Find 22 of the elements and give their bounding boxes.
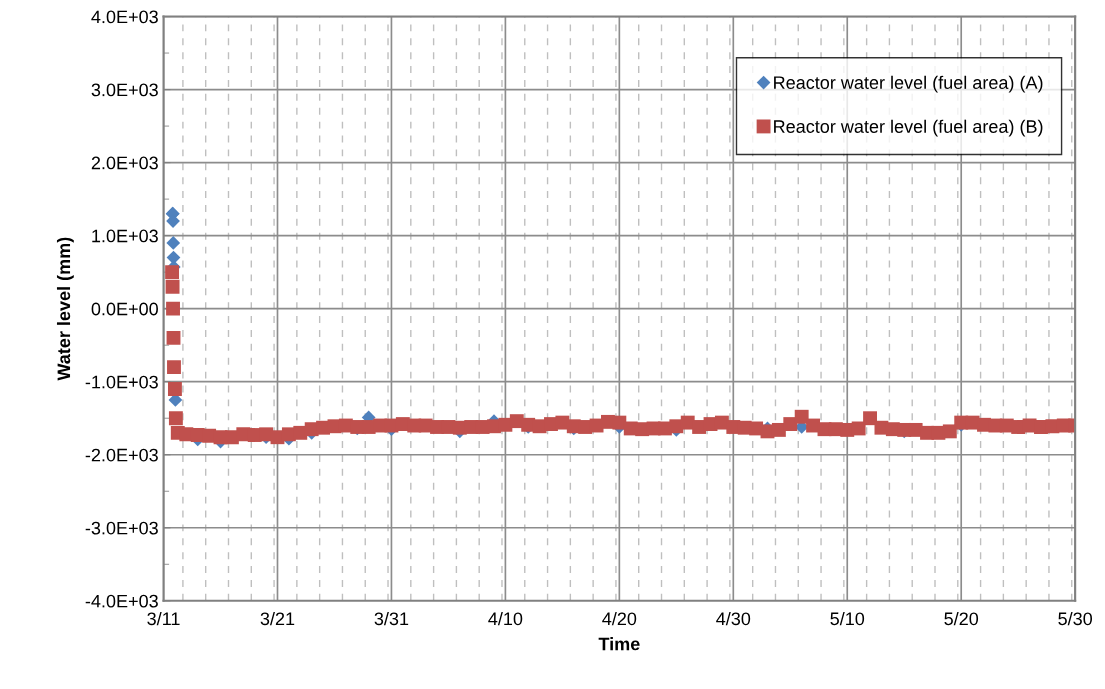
y-tick-label: 0.0E+00: [91, 302, 158, 316]
y-axis-title: Water level (mm): [56, 237, 74, 381]
x-tick-label: 4/10: [488, 611, 523, 626]
x-tick-label: 3/31: [374, 611, 409, 626]
x-tick-label: 5/10: [830, 611, 865, 626]
y-tick-label: -2.0E+03: [85, 448, 158, 462]
x-tick-label: 3/11: [147, 611, 180, 626]
legend-label: Reactor water level (fuel area) (A): [774, 75, 1043, 93]
y-tick-label: -3.0E+03: [85, 521, 158, 535]
y-tick-label: 3.0E+03: [91, 83, 158, 97]
y-tick-label: 2.0E+03: [91, 156, 158, 170]
legend-label: Reactor water level (fuel area) (B): [774, 119, 1043, 137]
x-tick-label: 3/21: [260, 611, 295, 626]
x-tick-label: 5/30: [1058, 611, 1093, 626]
y-tick-label: -4.0E+03: [85, 594, 158, 608]
y-tick-label: -1.0E+03: [85, 375, 158, 389]
x-tick-label: 4/30: [716, 611, 751, 626]
y-tick-label: 4.0E+03: [91, 10, 158, 24]
y-tick-label: 1.0E+03: [92, 229, 158, 243]
x-tick-label: 5/20: [944, 611, 979, 626]
x-tick-label: 4/20: [602, 611, 637, 626]
x-axis-title: Time: [598, 637, 640, 651]
